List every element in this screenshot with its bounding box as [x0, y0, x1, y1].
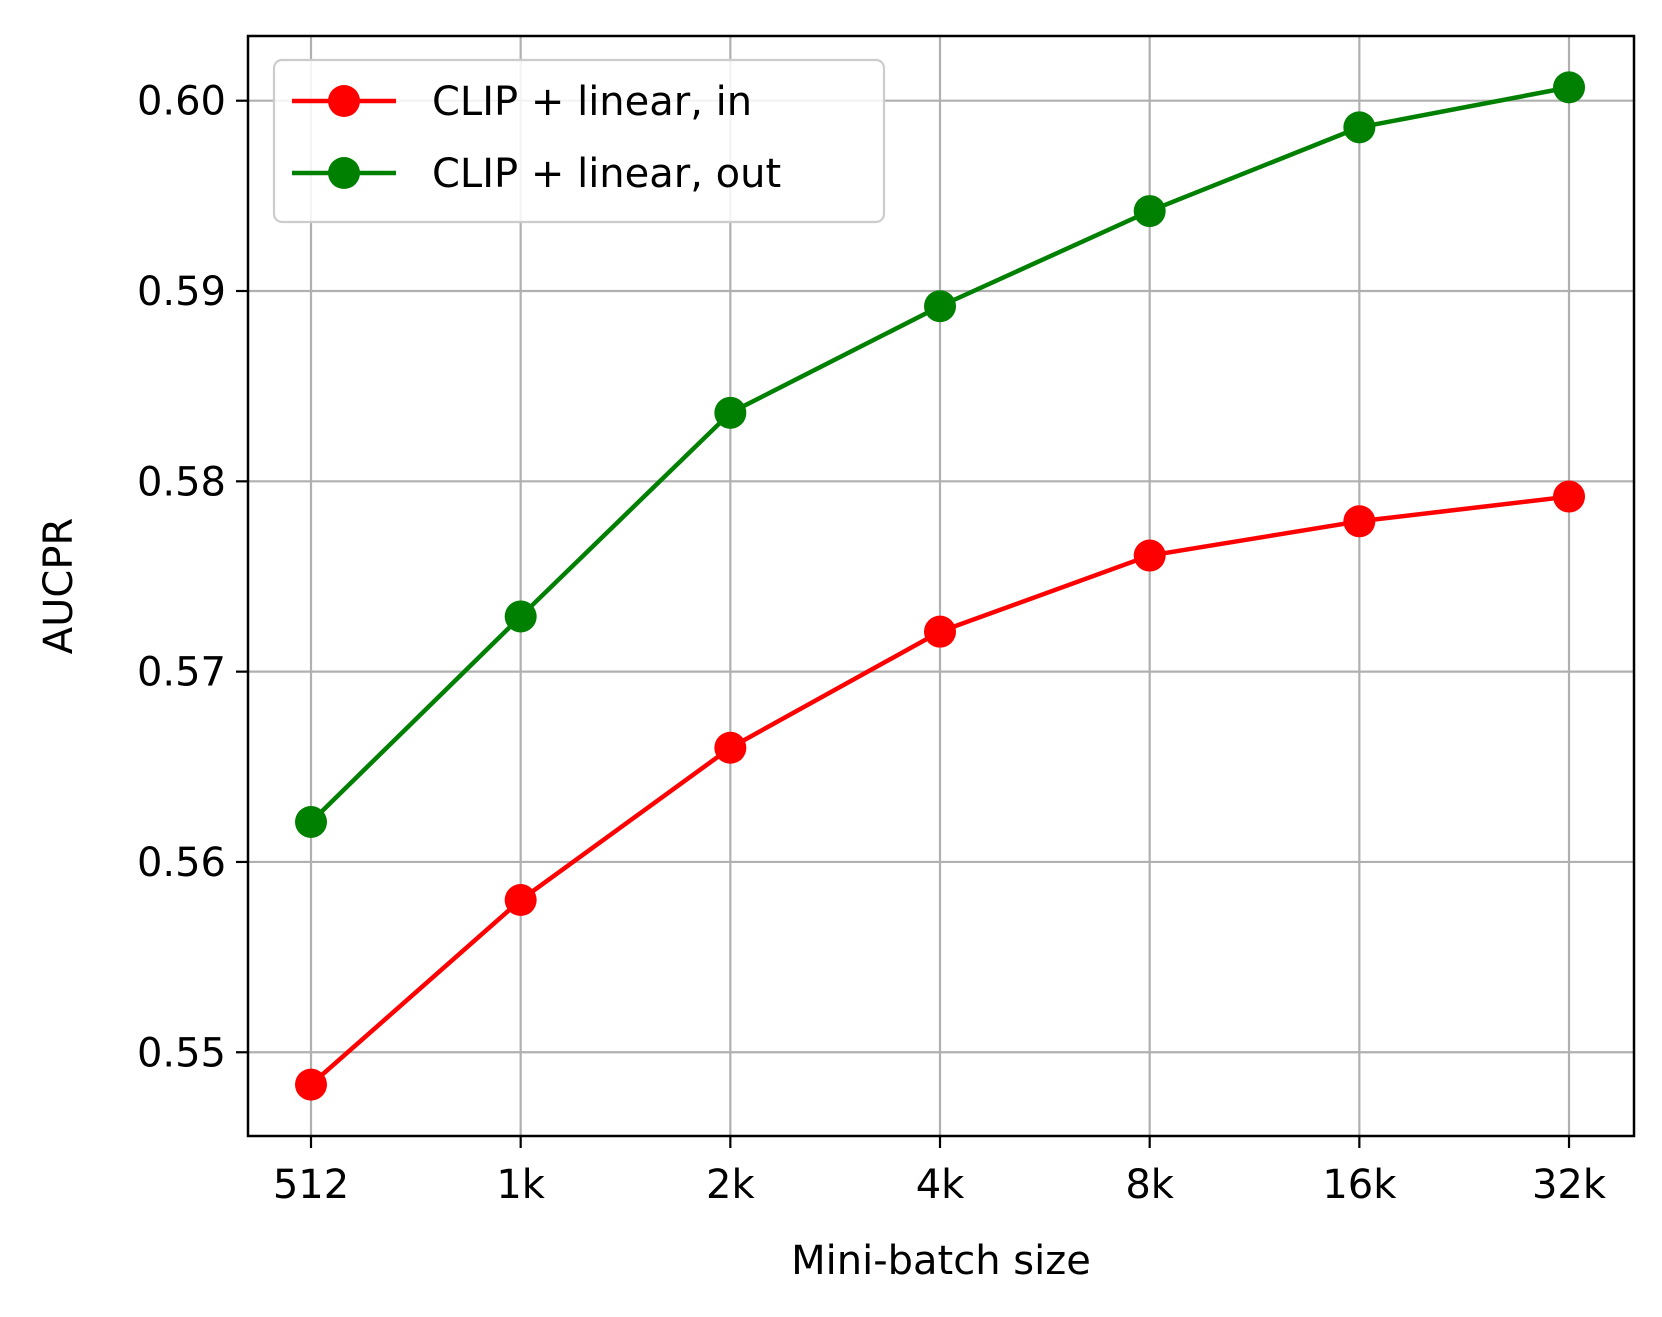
data-point [714, 731, 747, 764]
x-tick-label: 512 [273, 1162, 349, 1208]
data-point [1133, 539, 1166, 572]
y-axis-title: AUCPR [36, 518, 82, 654]
legend-label: CLIP + linear, out [432, 151, 781, 197]
data-point [1553, 71, 1586, 104]
data-point [504, 884, 537, 917]
data-point [1133, 195, 1166, 228]
series-layer [295, 71, 1586, 1101]
x-tick-label: 4k [916, 1162, 965, 1208]
x-axis-title: Mini-batch size [791, 1238, 1091, 1284]
x-tick-label: 2k [706, 1162, 755, 1208]
data-point [295, 805, 327, 838]
data-point [1553, 480, 1586, 513]
data-point [924, 290, 957, 323]
data-point [1343, 505, 1376, 538]
legend-label: CLIP + linear, in [432, 79, 752, 125]
data-point [504, 600, 537, 633]
y-tick-label: 0.55 [137, 1030, 226, 1076]
x-tick-label: 8k [1125, 1162, 1174, 1208]
legend-swatch-marker [328, 157, 360, 189]
y-tick-label: 0.56 [137, 840, 226, 886]
data-point [1343, 111, 1376, 144]
y-tick-label: 0.59 [137, 269, 226, 315]
legend: CLIP + linear, in CLIP + linear, out [272, 58, 886, 224]
legend-box [272, 58, 886, 224]
y-tick-label: 0.58 [137, 459, 226, 505]
y-tick-label: 0.60 [137, 79, 226, 125]
data-point [295, 1068, 327, 1101]
data-point [924, 615, 957, 648]
x-tick-label: 1k [496, 1162, 545, 1208]
tick-layer: 512 1k 2k 4k 8k 16k 32k 0.55 0.56 0.57 0.58 0.59 0.6… [137, 79, 1607, 1208]
legend-swatch-marker [328, 85, 360, 117]
data-point [714, 396, 747, 429]
x-tick-label: 32k [1532, 1162, 1607, 1208]
y-tick-label: 0.57 [137, 650, 226, 696]
x-tick-label: 16k [1322, 1162, 1397, 1208]
